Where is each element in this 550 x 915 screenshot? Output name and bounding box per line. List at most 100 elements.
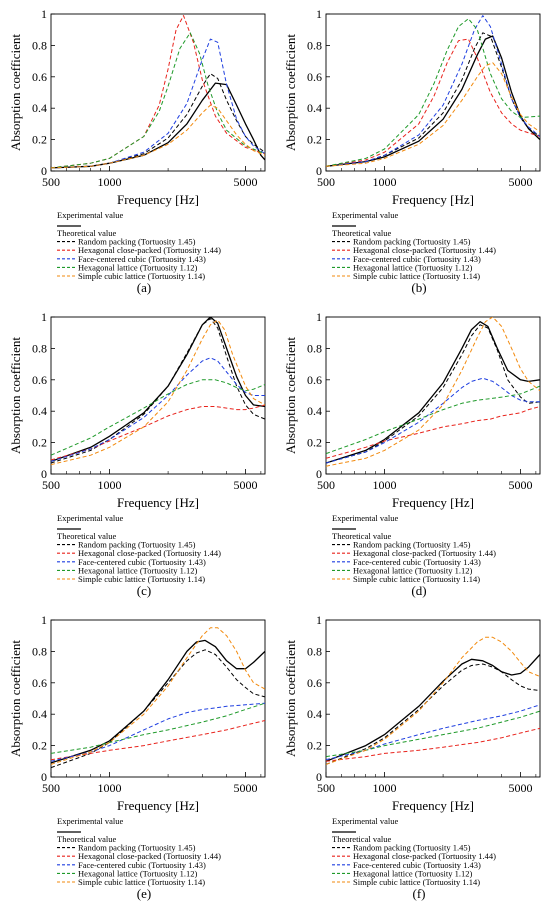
- legend-label-simple_cubic: Simple cubic lattice (Tortuosity 1.14): [353, 271, 480, 281]
- legend-label-random: Random packing (Tortuosity 1.45): [353, 237, 471, 247]
- series-line-random: [326, 324, 540, 464]
- x-axis-title: Frequency [Hz]: [117, 192, 199, 207]
- legend-label-simple_cubic: Simple cubic lattice (Tortuosity 1.14): [78, 271, 205, 281]
- series-line-face_centered: [326, 15, 540, 167]
- y-tick-label: 1: [41, 7, 47, 21]
- x-tick-label: 1000: [98, 781, 122, 795]
- y-axis-title: Absorption coefficient: [283, 337, 298, 454]
- series-line-simple_cubic: [51, 627, 265, 765]
- series-line-hexagonal_close: [51, 404, 265, 461]
- x-tick-label: 1000: [373, 478, 397, 492]
- series-line-hexagonal_lattice: [326, 710, 540, 758]
- series-line-face_centered: [326, 377, 540, 464]
- series-line-face_centered: [51, 702, 265, 762]
- legend-label-simple_cubic: Simple cubic lattice (Tortuosity 1.14): [353, 574, 480, 584]
- panel-label: (f): [413, 886, 426, 901]
- y-tick-label: 0.6: [307, 676, 322, 690]
- legend-label-hexagonal_close: Hexagonal close-packed (Tortuosity 1.44): [78, 851, 221, 861]
- chart-panel: 0 0.2 0.4 0.6 0.8 1 500 1000 5000 Frequency [Hz] A…: [0, 606, 275, 906]
- legend-label-random: Random packing (Tortuosity 1.45): [78, 540, 196, 550]
- series-line-hexagonal_lattice: [326, 385, 540, 455]
- y-axis-title: Absorption coefficient: [8, 337, 23, 454]
- x-axis-title: Frequency [Hz]: [392, 798, 474, 813]
- legend-label-theory: Theoretical value: [57, 228, 116, 238]
- y-tick-label: 0: [316, 467, 322, 481]
- x-tick-label: 5000: [233, 175, 257, 189]
- legend-label-theory: Theoretical value: [57, 531, 116, 541]
- series-line-theory: [326, 321, 540, 464]
- plot-frame: [325, 316, 541, 475]
- chart-svg: 0 0.2 0.4 0.6 0.8 1 500 1000 5000 Frequency [Hz] A…: [8, 310, 266, 598]
- legend-header: Experimental value: [332, 816, 399, 826]
- x-tick-label: 500: [42, 478, 60, 492]
- y-tick-label: 0.8: [307, 38, 322, 52]
- y-tick-label: 0.2: [32, 133, 47, 147]
- chart-panel: 0 0.2 0.4 0.6 0.8 1 500 1000 5000 Frequency [Hz] A…: [275, 0, 550, 300]
- series-group: [51, 317, 265, 466]
- y-tick-label: 0.6: [307, 373, 322, 387]
- legend-header: Experimental value: [57, 513, 124, 523]
- chart-svg: 0 0.2 0.4 0.6 0.8 1 500 1000 5000 Frequency [Hz] A…: [283, 310, 541, 598]
- chart-panel: 0 0.2 0.4 0.6 0.8 1 500 1000 5000 Frequency [Hz] A…: [0, 0, 275, 300]
- y-tick-label: 0.4: [307, 101, 322, 115]
- x-axis-title: Frequency [Hz]: [392, 495, 474, 510]
- legend-label-hexagonal_lattice: Hexagonal lattice (Tortuosity 1.12): [353, 565, 472, 575]
- y-tick-label: 0: [316, 164, 322, 178]
- legend-label-face_centered: Face-centered cubic (Tortuosity 1.43): [353, 860, 481, 870]
- chart-svg: 0 0.2 0.4 0.6 0.8 1 500 1000 5000 Frequency [Hz] A…: [283, 613, 541, 901]
- legend-label-simple_cubic: Simple cubic lattice (Tortuosity 1.14): [353, 877, 480, 887]
- series-line-theory: [51, 317, 265, 463]
- series-line-simple_cubic: [51, 319, 265, 466]
- series-line-theory: [326, 654, 540, 762]
- legend-label-hexagonal_close: Hexagonal close-packed (Tortuosity 1.44): [353, 548, 496, 558]
- series-line-simple_cubic: [326, 317, 540, 467]
- y-tick-label: 0: [41, 770, 47, 784]
- plot-frame: [50, 619, 266, 778]
- series-group: [326, 636, 540, 765]
- y-tick-label: 0.8: [307, 644, 322, 658]
- x-tick-label: 5000: [233, 781, 257, 795]
- x-tick-label: 1000: [98, 478, 122, 492]
- legend-label-hexagonal_lattice: Hexagonal lattice (Tortuosity 1.12): [78, 565, 197, 575]
- legend-label-random: Random packing (Tortuosity 1.45): [78, 237, 196, 247]
- y-tick-label: 0.4: [307, 707, 322, 721]
- series-line-simple_cubic: [326, 636, 540, 765]
- series-line-random: [51, 73, 265, 169]
- x-tick-label: 5000: [233, 478, 257, 492]
- legend-label-hexagonal_lattice: Hexagonal lattice (Tortuosity 1.12): [353, 262, 472, 272]
- y-tick-label: 0.4: [32, 404, 47, 418]
- y-axis-title: Absorption coefficient: [8, 640, 23, 757]
- x-tick-label: 1000: [98, 175, 122, 189]
- y-tick-label: 0.8: [32, 341, 47, 355]
- y-tick-label: 0.2: [307, 739, 322, 753]
- chart-panel: 0 0.2 0.4 0.6 0.8 1 500 1000 5000 Frequency [Hz] A…: [275, 606, 550, 906]
- y-tick-label: 1: [316, 310, 322, 324]
- series-line-theory: [326, 35, 540, 167]
- legend-label-face_centered: Face-centered cubic (Tortuosity 1.43): [353, 557, 481, 567]
- chart-svg: 0 0.2 0.4 0.6 0.8 1 500 1000 5000 Frequency [Hz] A…: [283, 7, 541, 295]
- chart-panel: 0 0.2 0.4 0.6 0.8 1 500 1000 5000 Frequency [Hz] A…: [275, 303, 550, 603]
- y-tick-label: 0.6: [307, 70, 322, 84]
- series-line-face_centered: [326, 704, 540, 761]
- legend-label-face_centered: Face-centered cubic (Tortuosity 1.43): [78, 860, 206, 870]
- y-tick-label: 0.2: [32, 436, 47, 450]
- legend-label-simple_cubic: Simple cubic lattice (Tortuosity 1.14): [78, 574, 205, 584]
- legend-label-hexagonal_close: Hexagonal close-packed (Tortuosity 1.44): [78, 245, 221, 255]
- legend-label-face_centered: Face-centered cubic (Tortuosity 1.43): [353, 254, 481, 264]
- series-line-hexagonal_lattice: [51, 32, 265, 169]
- plot-frame: [50, 13, 266, 172]
- panel-label: (d): [411, 583, 426, 598]
- y-tick-label: 0.2: [307, 133, 322, 147]
- x-axis-title: Frequency [Hz]: [117, 495, 199, 510]
- x-tick-label: 500: [317, 781, 335, 795]
- y-axis-title: Absorption coefficient: [283, 34, 298, 151]
- legend-label-hexagonal_lattice: Hexagonal lattice (Tortuosity 1.12): [78, 868, 197, 878]
- legend-header: Experimental value: [332, 210, 399, 220]
- y-tick-label: 0.6: [32, 70, 47, 84]
- legend-label-face_centered: Face-centered cubic (Tortuosity 1.43): [78, 254, 206, 264]
- legend-label-theory: Theoretical value: [57, 834, 116, 844]
- series-line-theory: [51, 639, 265, 764]
- y-tick-label: 0.2: [307, 436, 322, 450]
- y-axis-title: Absorption coefficient: [283, 640, 298, 757]
- y-tick-label: 0.4: [307, 404, 322, 418]
